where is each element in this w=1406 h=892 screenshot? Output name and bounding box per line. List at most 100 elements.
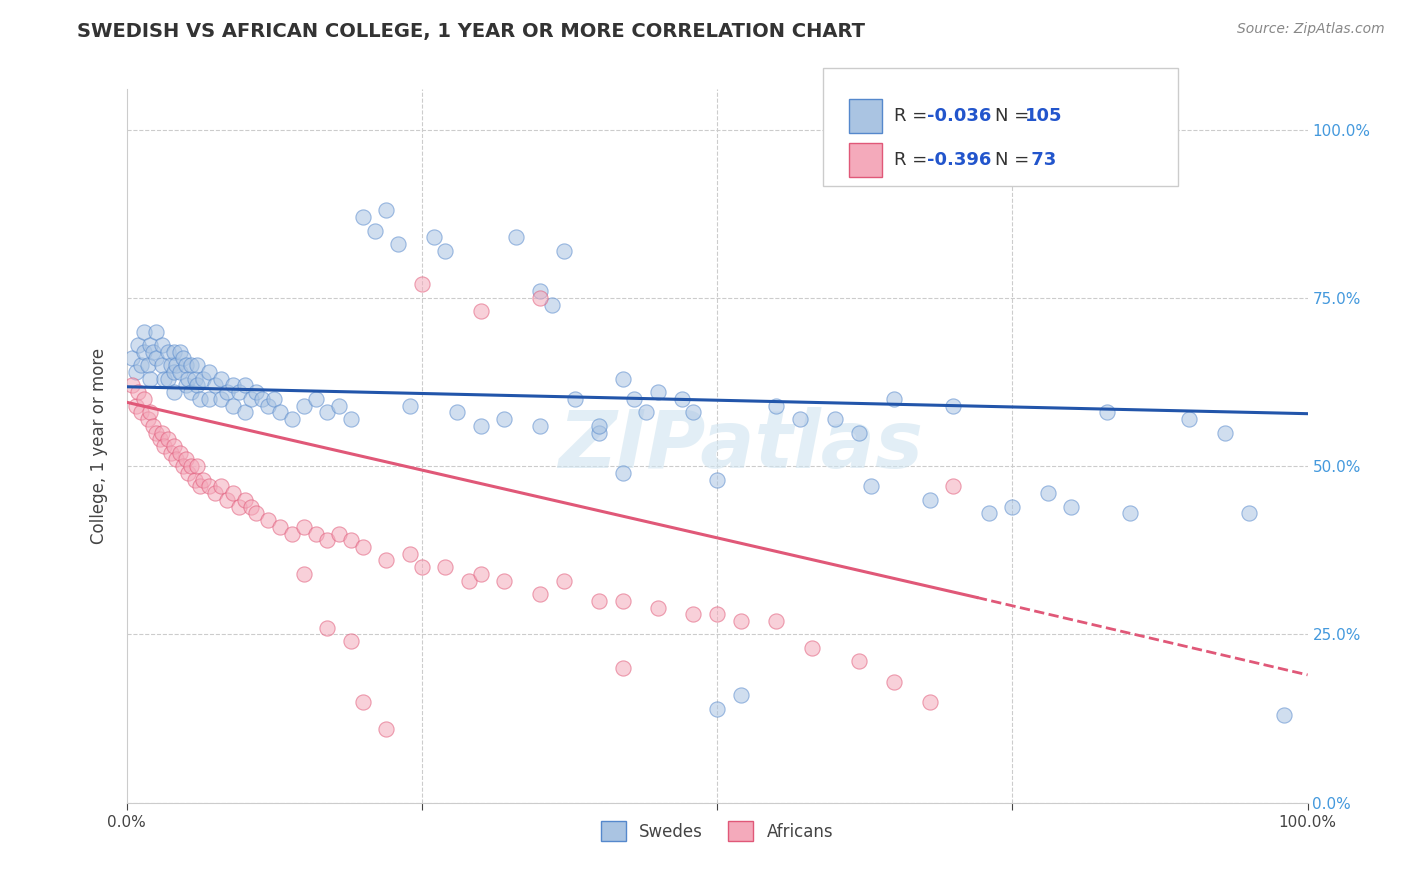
Point [458, 574, 481, 588]
Point [145, 425, 167, 440]
Point [612, 466, 634, 480]
Point [125, 365, 148, 379]
Point [172, 351, 194, 366]
Point [942, 479, 965, 493]
Point [706, 473, 728, 487]
Point [188, 479, 211, 493]
Point [184, 473, 207, 487]
Point [134, 325, 156, 339]
Point [145, 351, 167, 366]
Text: Source: ZipAtlas.com: Source: ZipAtlas.com [1237, 22, 1385, 37]
Point [127, 338, 149, 352]
Point [375, 722, 398, 736]
Point [141, 344, 163, 359]
Point [233, 405, 256, 419]
Point [706, 607, 728, 622]
Text: N =: N = [994, 151, 1035, 169]
Point [375, 203, 398, 218]
Point [1178, 412, 1201, 426]
Point [177, 372, 200, 386]
Point [883, 392, 905, 406]
Point [942, 399, 965, 413]
Point [233, 378, 256, 392]
Point [257, 513, 280, 527]
Point [494, 574, 516, 588]
Point [228, 500, 250, 514]
Point [156, 432, 179, 446]
Text: 73: 73 [1025, 151, 1056, 169]
Point [160, 446, 183, 460]
Point [399, 547, 422, 561]
Point [156, 372, 179, 386]
Point [163, 344, 186, 359]
Point [153, 439, 176, 453]
Point [186, 378, 208, 392]
Point [623, 392, 645, 406]
Point [169, 446, 191, 460]
Point [180, 385, 202, 400]
Point [588, 418, 610, 433]
Point [193, 372, 215, 386]
Point [918, 695, 941, 709]
Point [150, 358, 173, 372]
Point [134, 344, 156, 359]
Point [824, 412, 846, 426]
Point [434, 560, 457, 574]
Point [257, 399, 280, 413]
Point [789, 412, 811, 426]
Text: R =: R = [894, 107, 934, 125]
Point [198, 365, 221, 379]
Point [172, 459, 194, 474]
Point [363, 223, 385, 237]
Point [165, 358, 187, 372]
Point [1095, 405, 1118, 419]
Point [269, 520, 291, 534]
Point [263, 392, 285, 406]
Point [494, 412, 516, 426]
Point [188, 392, 211, 406]
Point [198, 479, 221, 493]
Point [169, 344, 191, 359]
Point [269, 405, 291, 419]
Point [198, 392, 221, 406]
Point [470, 304, 492, 318]
Point [177, 466, 200, 480]
Point [682, 607, 704, 622]
Point [612, 372, 634, 386]
Point [174, 358, 197, 372]
Point [434, 244, 457, 258]
Point [292, 399, 315, 413]
Point [174, 378, 197, 392]
Point [848, 655, 870, 669]
Point [121, 351, 143, 366]
Point [222, 486, 245, 500]
FancyBboxPatch shape [824, 68, 1178, 186]
Point [163, 385, 186, 400]
Point [1036, 486, 1059, 500]
Point [1001, 500, 1024, 514]
Point [422, 230, 444, 244]
Point [564, 392, 586, 406]
Point [647, 385, 669, 400]
Point [848, 425, 870, 440]
Point [239, 392, 262, 406]
Point [529, 587, 551, 601]
Point [411, 277, 433, 292]
Point [129, 405, 152, 419]
Point [352, 695, 374, 709]
Point [1060, 500, 1083, 514]
Text: ZIPatlas: ZIPatlas [558, 407, 924, 485]
Point [411, 560, 433, 574]
Point [328, 526, 350, 541]
Point [647, 600, 669, 615]
Point [281, 526, 304, 541]
Point [184, 372, 207, 386]
Point [233, 492, 256, 507]
Point [127, 385, 149, 400]
Point [328, 399, 350, 413]
Point [186, 459, 208, 474]
Point [588, 594, 610, 608]
Point [529, 284, 551, 298]
Point [304, 526, 326, 541]
Point [671, 392, 693, 406]
